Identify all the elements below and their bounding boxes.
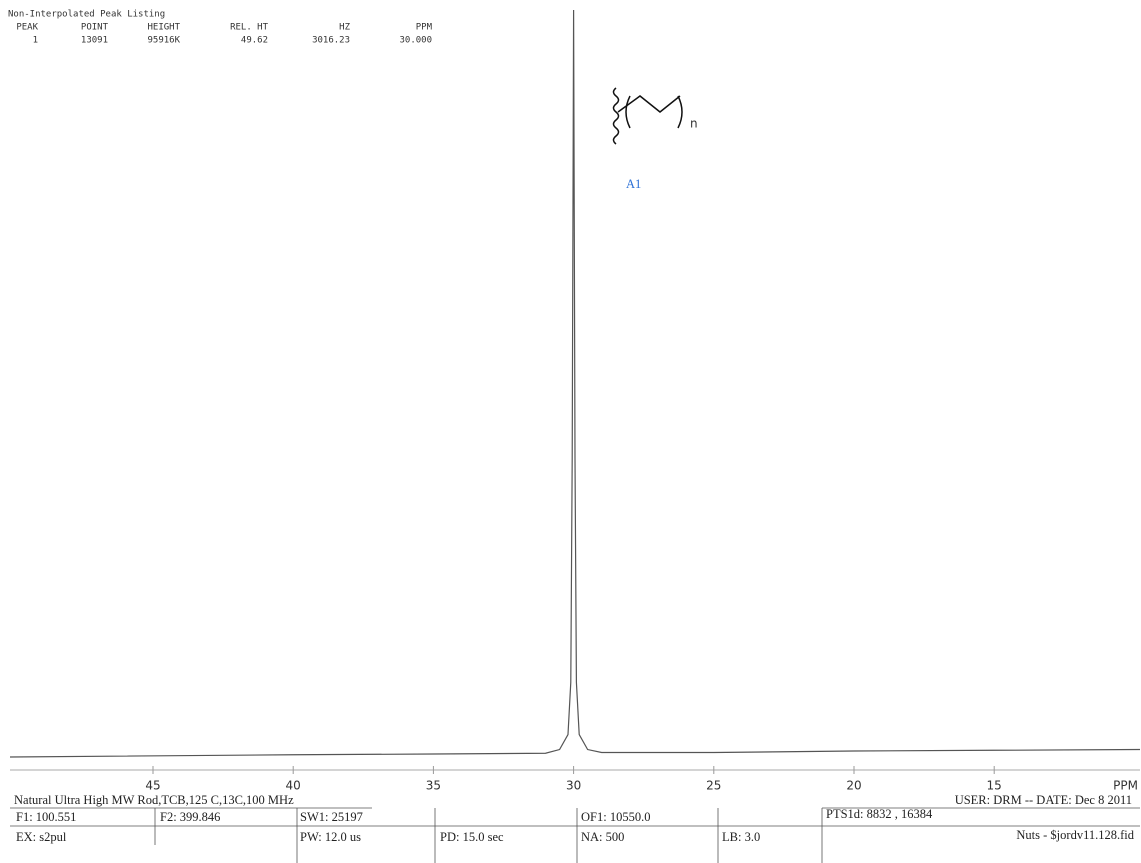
cell: 13091	[81, 36, 108, 46]
footer	[10, 807, 1140, 863]
subscript: n	[690, 117, 698, 131]
x-tick-label: 20	[846, 779, 861, 793]
peak-listing-title: Non-Interpolated Peak Listing	[8, 10, 165, 20]
peak-listing: Non-Interpolated Peak Listing	[8, 10, 165, 20]
footer-user: USER: DRM -- DATE: Dec 8 2011	[955, 793, 1132, 807]
param: LB: 3.0	[722, 830, 760, 844]
x-axis-label: PPM	[1113, 779, 1138, 793]
column-header: REL. HT	[230, 23, 269, 33]
column-header: POINT	[81, 23, 109, 33]
x-tick-label: 35	[426, 779, 441, 793]
x-tick-label: 25	[706, 779, 721, 793]
x-tick-label: 15	[987, 779, 1002, 793]
bond	[617, 95, 681, 113]
param: NA: 500	[581, 830, 624, 844]
column-header: PEAK	[16, 23, 38, 33]
param: Nuts - $jordv11.128.fid	[1016, 828, 1134, 842]
compound-label: A1	[626, 177, 641, 191]
cell: 30.000	[399, 36, 432, 46]
column-header: PPM	[416, 23, 433, 33]
wavy-bond	[612, 87, 620, 145]
cell: 1	[33, 36, 38, 46]
x-tick-label: 30	[566, 779, 581, 793]
param: OF1: 10550.0	[581, 810, 650, 824]
footer-title: Natural Ultra High MW Rod,TCB,125 C,13C,…	[14, 793, 294, 807]
param: PTS1d: 8832 , 16384	[826, 807, 933, 821]
x-tick-label: 40	[286, 779, 301, 793]
cell: 95916K	[147, 36, 180, 46]
bracket	[677, 95, 683, 129]
param: PW: 12.0 us	[300, 830, 361, 844]
param: SW1: 25197	[300, 810, 363, 824]
param: PD: 15.0 sec	[440, 830, 504, 844]
param: EX: s2pul	[16, 830, 67, 844]
param: F2: 399.846	[160, 810, 220, 824]
bracket	[625, 95, 631, 129]
cell: 3016.23	[312, 36, 350, 46]
param: F1: 100.551	[16, 810, 76, 824]
column-header: HZ	[339, 23, 350, 33]
column-header: HEIGHT	[147, 23, 180, 33]
cell: 49.62	[241, 36, 268, 46]
x-tick-label: 45	[145, 779, 160, 793]
spectrum-line	[9, 9, 1141, 758]
structure	[612, 87, 683, 145]
